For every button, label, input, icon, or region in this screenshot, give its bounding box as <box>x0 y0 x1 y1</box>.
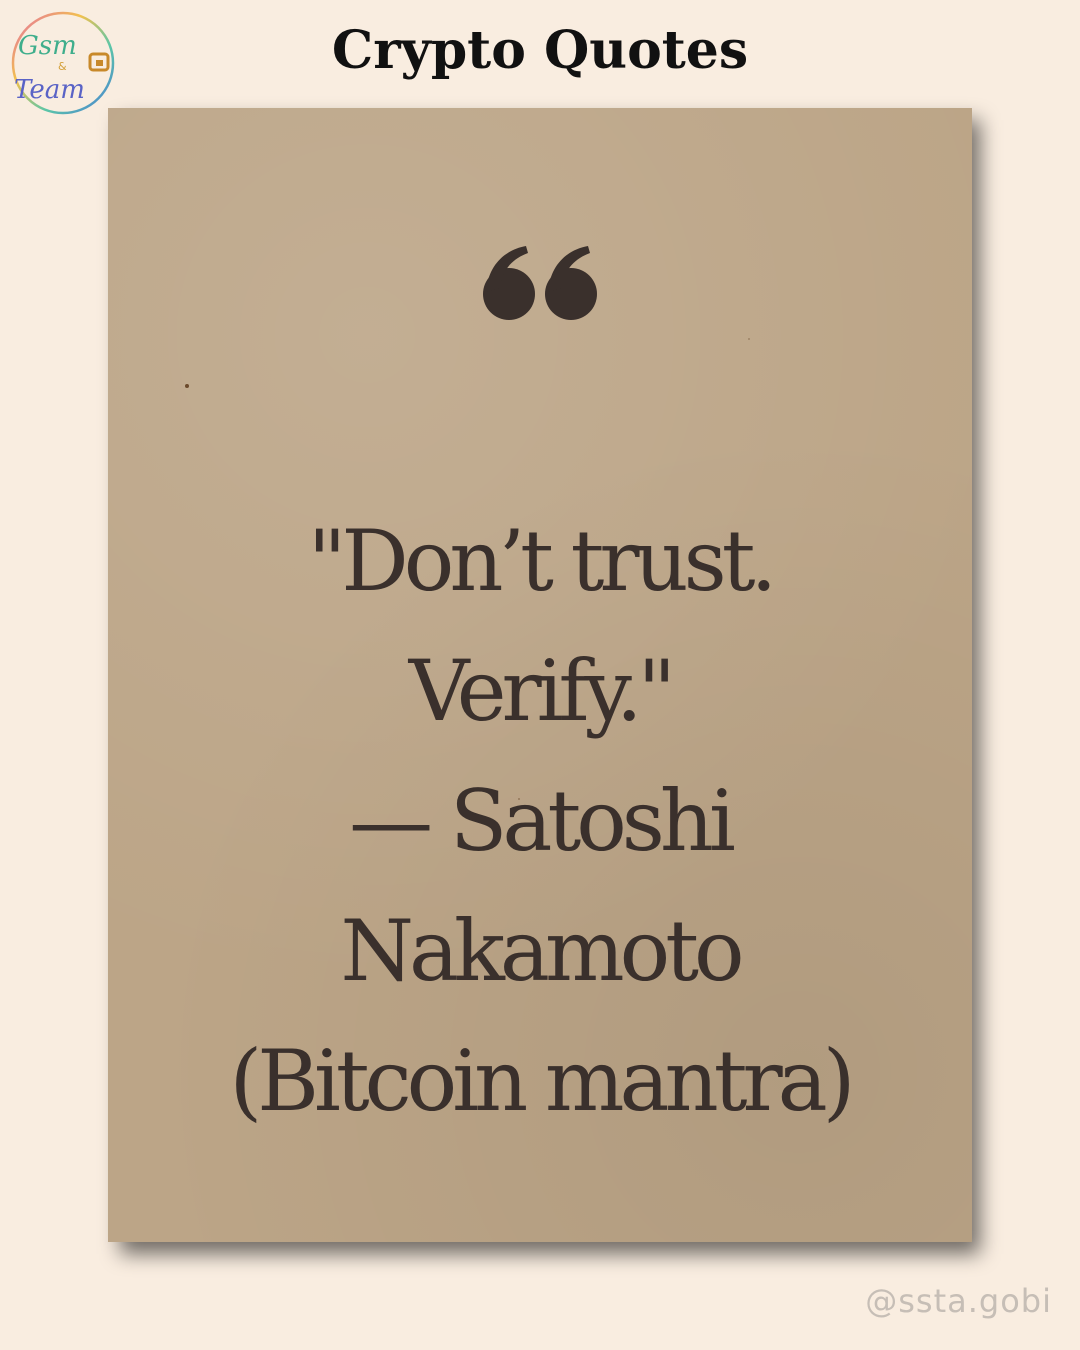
team-logo-icon: Gsm & Team <box>11 11 115 115</box>
paper-speck <box>185 384 189 388</box>
svg-text:Team: Team <box>14 75 85 105</box>
quote-text: "Don’t trust. Verify." — Satoshi Nakamot… <box>108 496 972 1146</box>
quote-line: Verify." <box>408 642 676 740</box>
quote-attribution: — Satoshi <box>349 772 736 870</box>
quote-attribution: Nakamoto <box>340 902 744 1000</box>
author-handle: @ssta.gobi <box>865 1282 1052 1320</box>
svg-text:Gsm: Gsm <box>18 31 77 61</box>
team-logo: Gsm & Team <box>8 8 118 118</box>
svg-text:&: & <box>58 60 67 73</box>
page-title: Crypto Quotes <box>331 20 749 81</box>
quote-card: "Don’t trust. Verify." — Satoshi Nakamot… <box>108 108 972 1242</box>
paper-speck <box>518 798 520 800</box>
paper-speck <box>748 338 750 340</box>
quote-mark-icon <box>482 244 600 324</box>
quote-line: "Don’t trust. <box>307 512 777 610</box>
quote-source: (Bitcoin mantra) <box>229 1032 856 1130</box>
